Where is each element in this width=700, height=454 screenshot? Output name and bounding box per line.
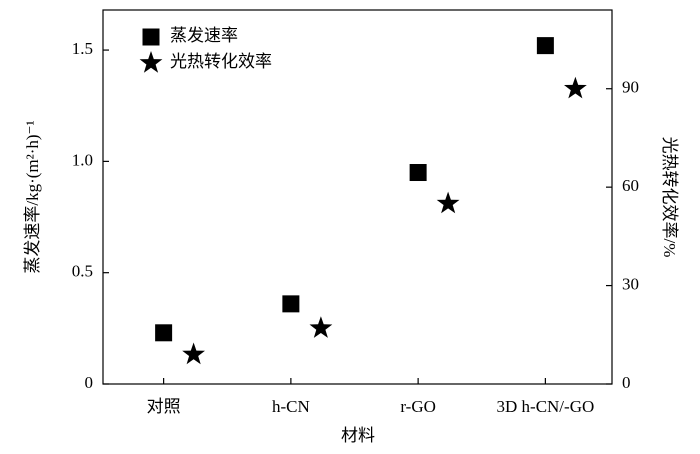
y-tick-label: 1.5 <box>72 39 93 58</box>
x-axis-label: 材料 <box>341 426 375 445</box>
point <box>182 342 205 365</box>
y-tick-label: 0.5 <box>72 262 93 281</box>
point <box>155 324 173 342</box>
point <box>409 164 427 182</box>
x-tick-label: 3D h-CN/-GO <box>497 397 595 416</box>
y2-tick-label: 0 <box>622 373 631 392</box>
y2-axis-label: 光热转化效率/% <box>660 137 679 258</box>
y2-tick-label: 90 <box>622 78 639 97</box>
y2-tick-label: 60 <box>622 176 639 195</box>
point <box>436 191 460 214</box>
point <box>309 316 333 338</box>
x-tick-label: r-GO <box>400 397 436 416</box>
point <box>564 76 587 99</box>
legend-marker <box>142 28 160 46</box>
point <box>282 295 300 313</box>
y-tick-label: 1.0 <box>72 150 93 169</box>
legend-label: 光热转化效率 <box>170 52 272 71</box>
point <box>536 37 554 55</box>
y-axis-label: 蒸发速率/kg·(m²·h)⁻¹ <box>23 120 42 273</box>
y2-tick-label: 30 <box>622 274 639 293</box>
plot-frame <box>102 9 613 385</box>
y-tick-label: 0 <box>85 373 94 392</box>
x-tick-label: 对照 <box>147 397 181 416</box>
x-tick-label: h-CN <box>272 397 310 416</box>
legend-marker <box>139 51 163 73</box>
legend-label: 蒸发速率 <box>170 26 238 45</box>
